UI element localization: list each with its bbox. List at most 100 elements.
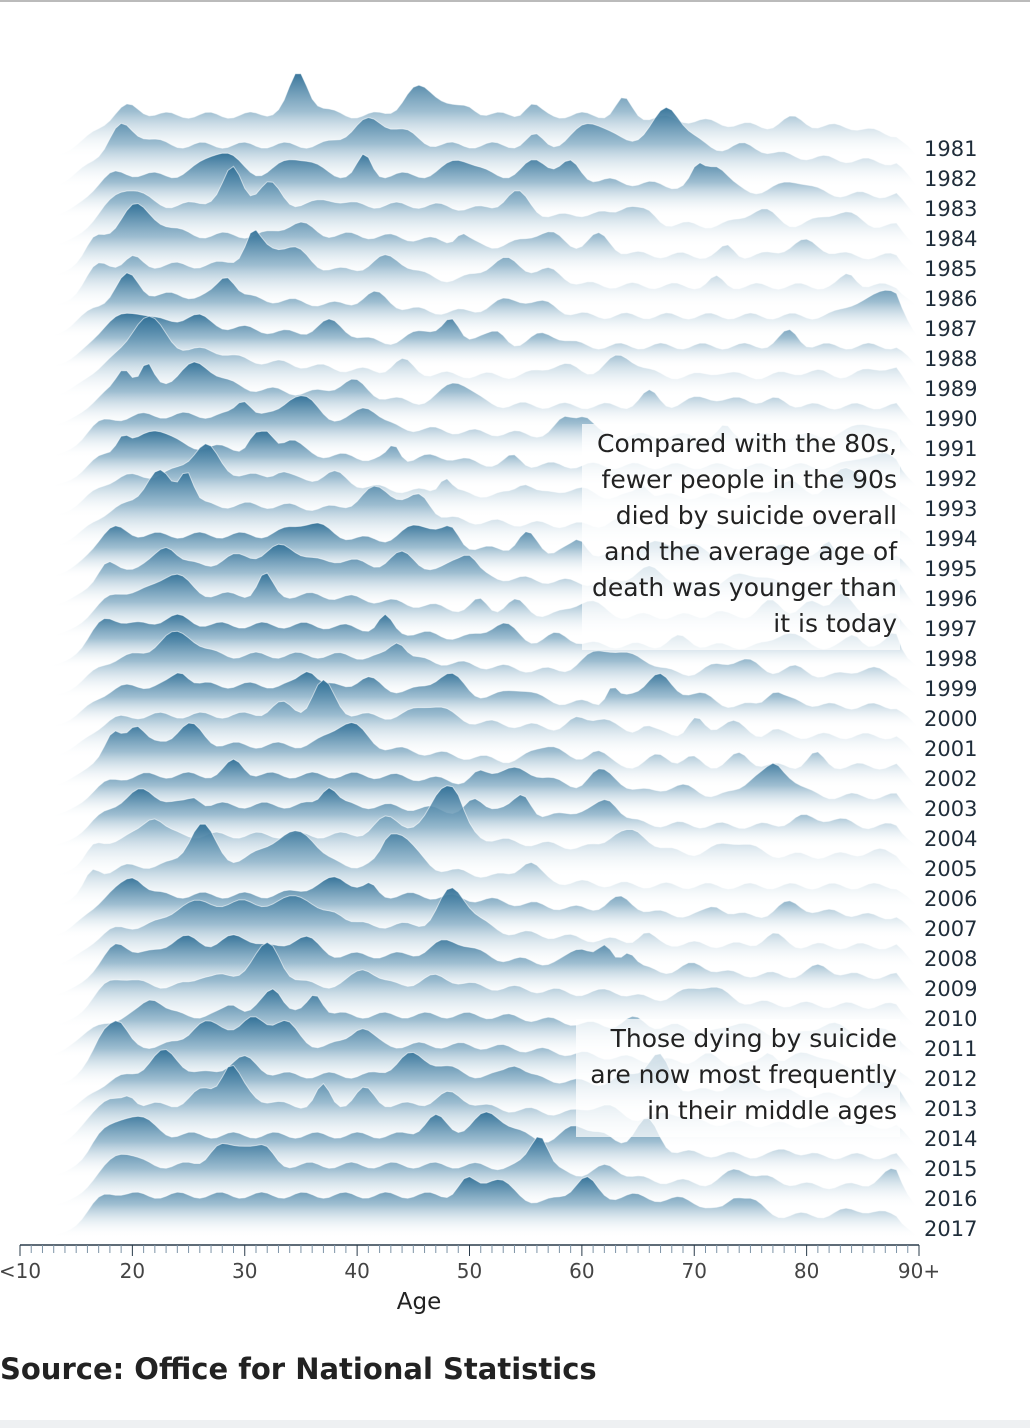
year-label-bg	[920, 676, 982, 702]
year-label-1994: 1994	[924, 527, 977, 551]
source-note: Source: Office for National Statistics	[0, 1352, 597, 1386]
year-label-2016: 2016	[924, 1187, 977, 1211]
annotation-box	[576, 1019, 900, 1137]
ridge-2010	[19, 941, 921, 1029]
ridgeline-chart: 1981 1982 1983 1984 1985 1986 1987 1988 1989 1990…	[0, 73, 982, 1315]
annotation-line: it is today	[773, 609, 897, 638]
year-label-1987: 1987	[924, 317, 977, 341]
year-label-bg	[920, 226, 982, 252]
year-label-2010: 2010	[924, 1007, 977, 1031]
x-tick-label: 40	[344, 1259, 369, 1283]
ridge-2016	[19, 1136, 921, 1209]
year-label-bg	[920, 886, 982, 912]
year-label-bg	[920, 346, 982, 372]
ridge-1984	[19, 165, 921, 249]
annotation-box	[582, 424, 900, 650]
year-label-bg	[920, 286, 982, 312]
year-label-bg	[920, 976, 982, 1002]
year-label-bg	[920, 796, 982, 822]
year-label-bg	[920, 376, 982, 402]
year-label-bg	[920, 136, 982, 162]
year-label-1993: 1993	[924, 497, 977, 521]
year-label-1996: 1996	[924, 587, 977, 611]
year-label-1989: 1989	[924, 377, 977, 401]
year-labels-group: 1981 1982 1983 1984 1985 1986 1987 1988 1989 1990…	[920, 136, 982, 1242]
ridge-1987	[19, 272, 920, 339]
year-label-2005: 2005	[924, 857, 977, 881]
year-label-bg	[920, 466, 982, 492]
year-label-bg	[920, 1156, 982, 1182]
year-label-1986: 1986	[924, 287, 977, 311]
year-label-1982: 1982	[924, 167, 977, 191]
year-label-1998: 1998	[924, 647, 977, 671]
year-label-bg	[920, 1186, 982, 1212]
year-label-2003: 2003	[924, 797, 977, 821]
year-label-bg	[920, 586, 982, 612]
ridge-2003	[19, 758, 921, 819]
year-label-1985: 1985	[924, 257, 977, 281]
ridge-1988	[19, 312, 921, 369]
annotation-line: fewer people in the 90s	[602, 465, 897, 494]
annotation-line: are now most frequently	[590, 1060, 897, 1089]
year-label-1990: 1990	[924, 407, 977, 431]
annotation-line: died by suicide overall	[616, 501, 897, 530]
year-label-1995: 1995	[924, 557, 977, 581]
year-label-2011: 2011	[924, 1037, 977, 1061]
year-label-1983: 1983	[924, 197, 977, 221]
year-label-1992: 1992	[924, 467, 977, 491]
year-label-1988: 1988	[924, 347, 977, 371]
year-label-bg	[920, 826, 982, 852]
year-label-bg	[920, 736, 982, 762]
year-label-bg	[920, 196, 982, 222]
year-label-bg	[920, 1096, 982, 1122]
x-axis: <10 20 30 40 50 60 70 80 90+ Age	[0, 1244, 940, 1315]
year-label-bg	[920, 766, 982, 792]
x-tick-label: 60	[569, 1259, 594, 1283]
year-label-1999: 1999	[924, 677, 977, 701]
annotation-line: Those dying by suicide	[610, 1024, 897, 1053]
ridge-1989	[19, 315, 921, 399]
year-label-bg	[920, 406, 982, 432]
ridge-1999	[19, 630, 921, 699]
ridge-baseline-1988	[0, 368, 925, 371]
year-label-bg	[920, 526, 982, 552]
year-label-2006: 2006	[924, 887, 977, 911]
year-label-bg	[920, 706, 982, 732]
year-label-bg	[920, 856, 982, 882]
ridge-2001	[19, 679, 921, 759]
year-label-2001: 2001	[924, 737, 977, 761]
ridge-2006	[19, 823, 921, 909]
x-tick-label: 70	[682, 1259, 707, 1283]
x-tick-label: 50	[457, 1259, 482, 1283]
ridge-2017	[19, 1176, 921, 1239]
annotation-line: and the average age of	[604, 537, 898, 566]
ridge-baseline-1990	[0, 428, 925, 431]
x-tick-label: 30	[232, 1259, 257, 1283]
year-label-2012: 2012	[924, 1067, 977, 1091]
x-tick-label: 20	[120, 1259, 145, 1283]
year-label-bg	[920, 436, 982, 462]
year-label-bg	[920, 316, 982, 342]
year-label-bg	[920, 1006, 982, 1032]
x-tick-label: 80	[794, 1259, 819, 1283]
year-label-bg	[920, 496, 982, 522]
year-label-bg	[920, 166, 982, 192]
year-label-1981: 1981	[924, 137, 977, 161]
annotation-line: in their middle ages	[647, 1096, 897, 1125]
x-tick-label: <10	[0, 1259, 41, 1283]
year-label-2014: 2014	[924, 1127, 977, 1151]
year-label-bg	[920, 1066, 982, 1092]
ridge-2005	[19, 785, 921, 879]
year-label-2002: 2002	[924, 767, 977, 791]
year-label-2015: 2015	[924, 1157, 977, 1181]
year-label-bg	[920, 556, 982, 582]
ridge-2004	[19, 787, 921, 849]
annotations-group: Compared with the 80s, fewer people in th…	[576, 424, 900, 1137]
year-label-bg	[920, 946, 982, 972]
x-tick-label: 90+	[898, 1259, 940, 1283]
year-label-2004: 2004	[924, 827, 977, 851]
year-label-bg	[920, 616, 982, 642]
year-label-2000: 2000	[924, 707, 977, 731]
year-label-bg	[920, 1036, 982, 1062]
ridge-1986	[19, 229, 921, 309]
